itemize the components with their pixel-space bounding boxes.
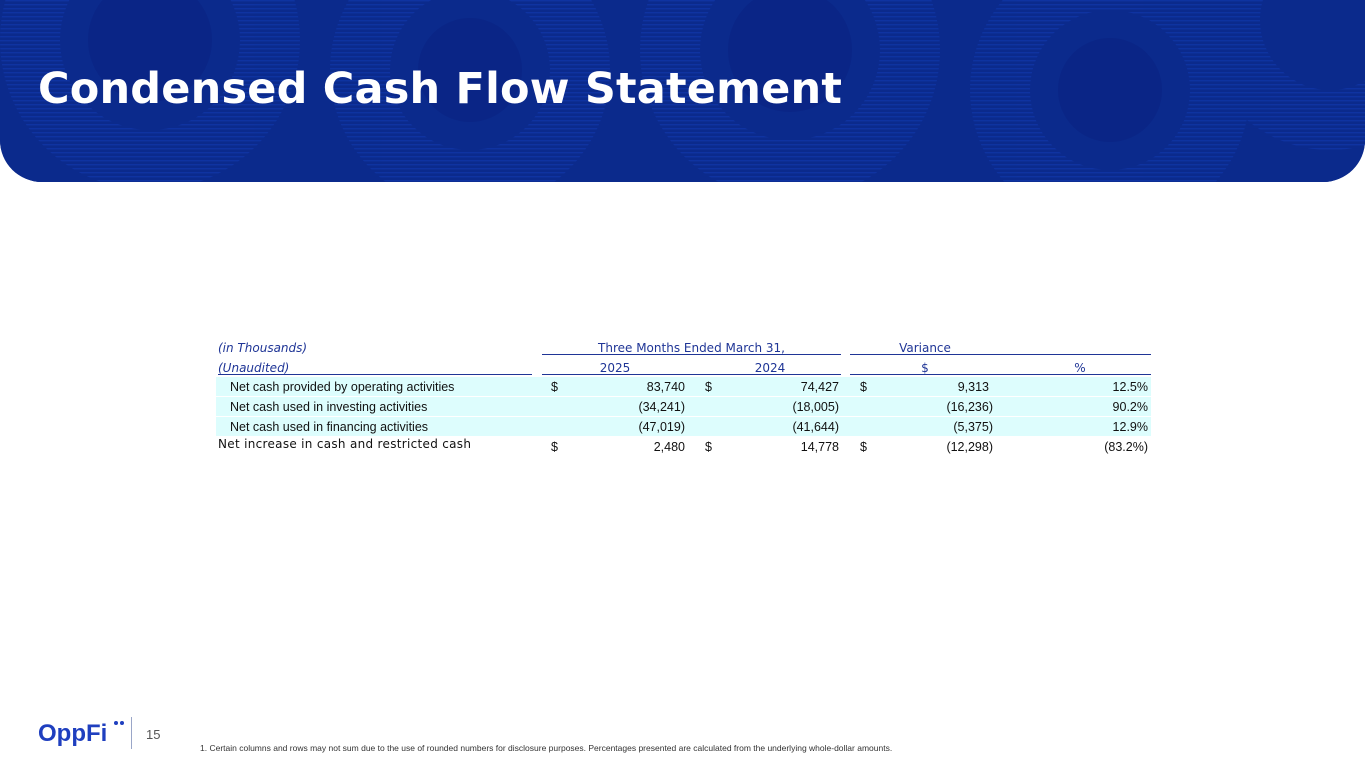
variance-value: (5,375) xyxy=(953,420,993,434)
variance-cols-underline xyxy=(850,374,1151,375)
row-band xyxy=(542,377,1151,396)
col-variance-dollar-header: $ xyxy=(921,361,929,375)
footnote: 1. Certain columns and rows may not sum … xyxy=(200,743,893,753)
col-variance-pct-header: % xyxy=(1074,361,1086,375)
oppfi-logo: OppFi xyxy=(38,720,124,747)
variance-pct: 90.2% xyxy=(1112,400,1148,414)
row-band xyxy=(542,397,1151,416)
row-band xyxy=(216,377,542,396)
row-band xyxy=(216,417,542,436)
currency-symbol: $ xyxy=(705,440,712,454)
variance-value: (16,236) xyxy=(946,400,993,414)
period-underline xyxy=(542,354,841,355)
units-label: (in Thousands) xyxy=(218,341,308,355)
label-underline xyxy=(218,374,532,375)
cash-flow-table: (in Thousands) Three Months Ended March … xyxy=(216,341,1151,454)
variance-pct: (83.2%) xyxy=(1104,440,1148,454)
years-underline xyxy=(542,374,841,375)
row-label: Net cash provided by operating activitie… xyxy=(230,380,455,394)
period-header: Three Months Ended March 31, xyxy=(598,341,785,355)
currency-symbol: $ xyxy=(551,380,558,394)
col-2025-header: 2025 xyxy=(599,361,631,375)
value-2024: 14,778 xyxy=(800,440,839,454)
value-2024: 74,427 xyxy=(800,380,839,394)
variance-value: 9,313 xyxy=(957,380,989,394)
title-banner: Condensed Cash Flow Statement xyxy=(0,0,1365,182)
row-band xyxy=(542,417,1151,436)
currency-symbol: $ xyxy=(705,380,712,394)
value-2025: 2,480 xyxy=(653,440,685,454)
value-2025: (47,019) xyxy=(638,420,685,434)
value-2024: (18,005) xyxy=(792,400,839,414)
variance-pct: 12.5% xyxy=(1112,380,1148,394)
row-label: Net cash used in financing activities xyxy=(230,420,429,434)
page-number: 15 xyxy=(146,727,161,742)
currency-symbol: $ xyxy=(860,440,867,454)
unaudited-label: (Unaudited) xyxy=(218,361,290,375)
slide-title: Condensed Cash Flow Statement xyxy=(38,64,843,114)
currency-symbol: $ xyxy=(551,440,558,454)
banner-pattern xyxy=(0,0,1365,182)
value-2025: 83,740 xyxy=(646,380,685,394)
value-2024: (41,644) xyxy=(792,420,839,434)
row-label: Net cash used in investing activities xyxy=(230,400,428,414)
row-band xyxy=(216,397,542,416)
currency-symbol: $ xyxy=(860,380,867,394)
variance-pct: 12.9% xyxy=(1112,420,1148,434)
variance-header: Variance xyxy=(899,341,951,355)
value-2025: (34,241) xyxy=(638,400,685,414)
variance-underline xyxy=(850,354,1151,355)
total-row-label: Net increase in cash and restricted cash xyxy=(218,437,472,451)
col-2024-header: 2024 xyxy=(754,361,786,375)
logo-text: OppFi xyxy=(38,720,107,747)
footer-divider xyxy=(131,717,132,749)
variance-value: (12,298) xyxy=(946,440,993,454)
